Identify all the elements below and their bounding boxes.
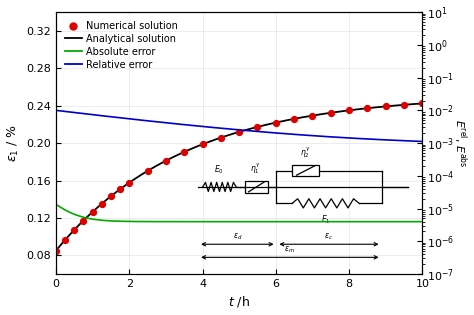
Numerical solution [80,218,87,223]
Relative error [91,113,96,117]
Absolute error [201,220,207,224]
Absolute error [215,220,220,224]
Numerical solution [290,116,298,121]
X-axis label: $t$ /h: $t$ /h [228,295,250,309]
Numerical solution [162,158,170,163]
Analytical solution [215,137,220,141]
Relative error [339,136,345,140]
Absolute error [346,220,351,224]
Line: Absolute error: Absolute error [56,204,422,222]
Numerical solution [364,106,371,111]
Relative error [419,140,425,143]
Numerical solution [217,135,225,140]
Numerical solution [107,194,115,199]
Numerical solution [327,110,335,115]
Numerical solution [199,142,206,147]
Numerical solution [98,201,106,206]
Numerical solution [61,238,69,243]
Analytical solution [305,115,310,118]
Relative error [201,125,207,129]
Absolute error [91,217,96,221]
Y-axis label: $\varepsilon_1$ / %: $\varepsilon_1$ / % [6,124,21,162]
Numerical solution [382,104,390,109]
Analytical solution [201,142,207,146]
Numerical solution [89,209,96,214]
Legend: Numerical solution, Analytical solution, Absolute error, Relative error: Numerical solution, Analytical solution,… [61,17,182,73]
Relative error [346,136,351,140]
Line: Analytical solution: Analytical solution [56,103,422,251]
Numerical solution [309,113,316,118]
Numerical solution [181,149,188,154]
Analytical solution [91,209,96,213]
Numerical solution [345,108,353,113]
Relative error [53,108,59,112]
Numerical solution [400,102,408,107]
Numerical solution [52,248,60,253]
Relative error [305,134,310,137]
Relative error [215,126,220,130]
Absolute error [53,203,59,206]
Numerical solution [71,227,78,232]
Y-axis label: $E^{\rm rel}$, $E^{\rm abs}$: $E^{\rm rel}$, $E^{\rm abs}$ [451,119,468,167]
Analytical solution [339,109,345,113]
Numerical solution [144,169,151,174]
Numerical solution [254,124,261,129]
Numerical solution [236,129,243,135]
Absolute error [419,220,425,224]
Analytical solution [419,101,425,105]
Numerical solution [126,180,133,185]
Absolute error [339,220,345,224]
Line: Relative error: Relative error [56,110,422,141]
Analytical solution [53,249,59,253]
Analytical solution [346,109,351,112]
Numerical solution [419,101,426,106]
Numerical solution [272,120,280,125]
Numerical solution [116,187,124,192]
Absolute error [305,220,310,224]
